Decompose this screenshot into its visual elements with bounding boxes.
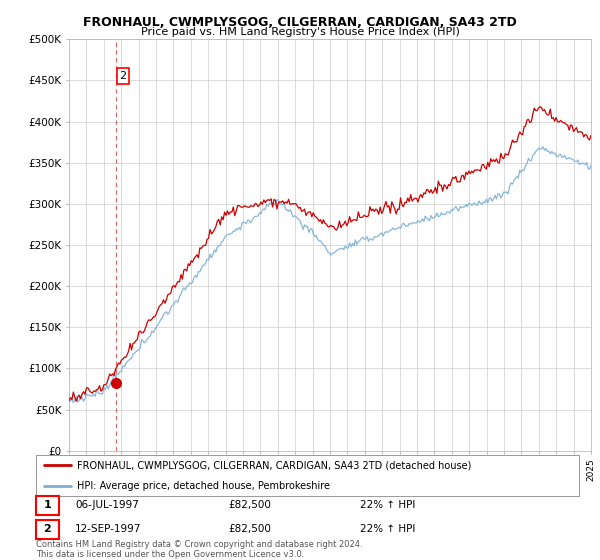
Text: 06-JUL-1997: 06-JUL-1997: [75, 500, 139, 510]
Text: 12-SEP-1997: 12-SEP-1997: [75, 524, 142, 534]
Text: 22% ↑ HPI: 22% ↑ HPI: [360, 524, 415, 534]
Text: 22% ↑ HPI: 22% ↑ HPI: [360, 500, 415, 510]
Text: Price paid vs. HM Land Registry's House Price Index (HPI): Price paid vs. HM Land Registry's House …: [140, 27, 460, 37]
Text: £82,500: £82,500: [228, 500, 271, 510]
Text: FRONHAUL, CWMPLYSGOG, CILGERRAN, CARDIGAN, SA43 2TD: FRONHAUL, CWMPLYSGOG, CILGERRAN, CARDIGA…: [83, 16, 517, 29]
Text: FRONHAUL, CWMPLYSGOG, CILGERRAN, CARDIGAN, SA43 2TD (detached house): FRONHAUL, CWMPLYSGOG, CILGERRAN, CARDIGA…: [77, 460, 471, 470]
Text: 2: 2: [44, 524, 51, 534]
Text: 2: 2: [119, 71, 127, 81]
Text: £82,500: £82,500: [228, 524, 271, 534]
Text: Contains HM Land Registry data © Crown copyright and database right 2024.
This d: Contains HM Land Registry data © Crown c…: [36, 540, 362, 559]
Text: HPI: Average price, detached house, Pembrokeshire: HPI: Average price, detached house, Pemb…: [77, 480, 330, 491]
Text: 1: 1: [44, 500, 51, 510]
